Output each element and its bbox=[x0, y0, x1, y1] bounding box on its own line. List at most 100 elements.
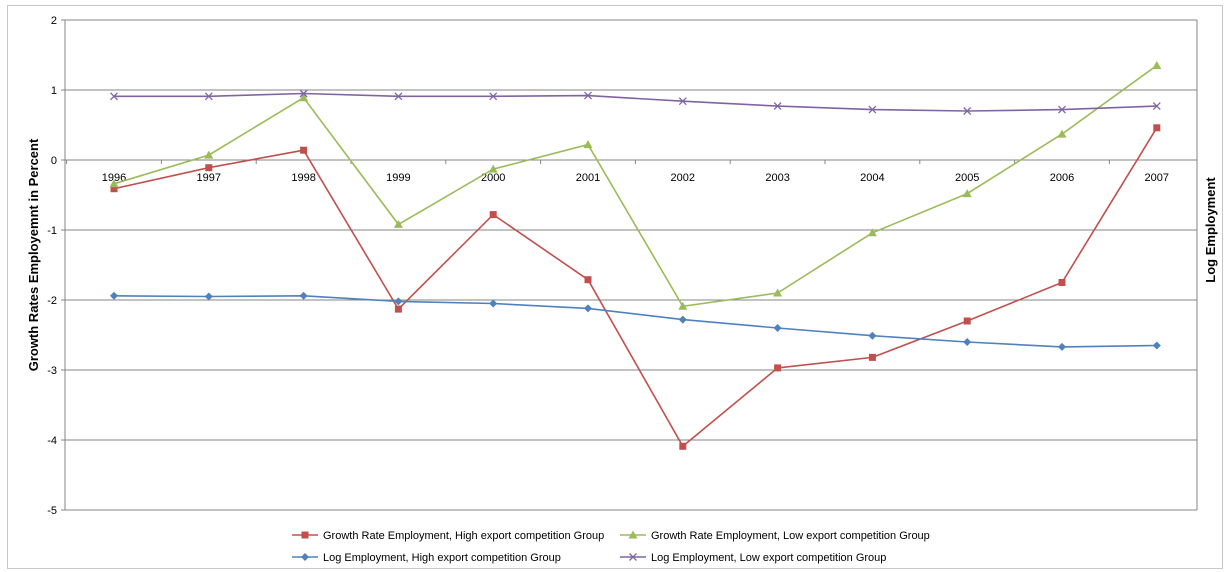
data-point bbox=[1058, 105, 1066, 114]
x-tick-label: 2004 bbox=[860, 172, 884, 184]
x-tick-label: 2001 bbox=[576, 172, 600, 184]
legend-marker bbox=[629, 553, 637, 561]
x-tick-label: 1998 bbox=[291, 172, 315, 184]
data-point bbox=[488, 164, 498, 173]
x-tick-label: 1996 bbox=[102, 172, 126, 184]
x-marker-stroke bbox=[299, 89, 308, 98]
y-tick-label: 0 bbox=[51, 155, 57, 167]
data-point bbox=[204, 150, 214, 159]
data-point bbox=[205, 164, 213, 172]
axes: 2 1 0 -1 -2 -3 -4 -5 1996 1997 1998 1999 2000 2001 200… bbox=[47, 15, 1198, 517]
data-point bbox=[393, 219, 403, 228]
data-point bbox=[867, 228, 877, 237]
y-tick-label: -1 bbox=[47, 225, 57, 237]
gridlines bbox=[65, 19, 1197, 511]
series-line bbox=[113, 294, 1157, 348]
data-point bbox=[678, 301, 688, 310]
data-point bbox=[679, 442, 687, 450]
data-point bbox=[868, 331, 877, 340]
series-2 bbox=[109, 61, 1162, 310]
x-marker-stroke bbox=[868, 105, 877, 114]
legend-marker bbox=[301, 531, 309, 539]
chart-frame bbox=[7, 5, 1223, 569]
data-point bbox=[299, 93, 309, 102]
series-line bbox=[114, 92, 1157, 112]
data-point bbox=[489, 299, 498, 308]
data-point bbox=[489, 92, 498, 101]
x-tick-label: 2003 bbox=[765, 172, 789, 184]
legend: Growth Rate Employment, High export comp… bbox=[292, 530, 930, 564]
data-point bbox=[963, 317, 971, 325]
data-point bbox=[1152, 61, 1162, 69]
y-tick-label: -4 bbox=[47, 435, 57, 447]
x-tick-label: 2006 bbox=[1050, 172, 1074, 184]
legend-item: Growth Rate Employment, Low export compe… bbox=[620, 530, 930, 542]
x-marker-stroke bbox=[1152, 102, 1161, 111]
data-point bbox=[868, 353, 876, 361]
data-point bbox=[394, 92, 403, 101]
y-tick-label: 1 bbox=[51, 85, 57, 97]
x-marker-stroke bbox=[394, 92, 403, 101]
data-point bbox=[1152, 341, 1161, 350]
secondary-y-axis-title: Log Employment bbox=[1203, 177, 1218, 283]
data-point bbox=[962, 189, 972, 198]
data-point bbox=[678, 97, 687, 106]
x-tick-label: 1997 bbox=[197, 172, 221, 184]
legend-label: Log Employment, High export competition … bbox=[323, 552, 561, 564]
data-point bbox=[299, 89, 308, 98]
data-point bbox=[963, 107, 972, 115]
x-marker-stroke bbox=[963, 107, 972, 115]
data-point bbox=[868, 105, 877, 114]
x-tick-label: 1999 bbox=[386, 172, 410, 184]
data-point bbox=[773, 288, 783, 297]
series-4 bbox=[110, 89, 1161, 115]
x-tick-label: 2002 bbox=[671, 172, 695, 184]
data-point bbox=[774, 364, 782, 372]
data-point bbox=[1058, 342, 1066, 351]
x-marker-stroke bbox=[489, 92, 498, 101]
legend-label: Growth Rate Employment, High export comp… bbox=[323, 530, 604, 542]
data-point bbox=[584, 91, 592, 100]
series-line bbox=[113, 127, 1158, 448]
series-3 bbox=[110, 291, 1161, 351]
x-marker-stroke bbox=[204, 92, 213, 101]
data-point bbox=[109, 179, 119, 188]
legend-marker bbox=[301, 553, 309, 561]
series-line bbox=[113, 64, 1158, 308]
x-marker-stroke bbox=[110, 92, 118, 101]
data-point bbox=[1058, 279, 1066, 286]
data-point bbox=[394, 305, 402, 313]
x-tick-label: 2005 bbox=[955, 172, 979, 184]
y-tick-label: -2 bbox=[47, 295, 57, 307]
data-point bbox=[583, 140, 593, 149]
data-point bbox=[584, 304, 592, 313]
y-tick-label: -3 bbox=[47, 365, 57, 377]
data-point bbox=[584, 276, 592, 284]
series-group bbox=[109, 61, 1162, 450]
data-point bbox=[1153, 124, 1161, 132]
legend-item: Log Employment, High export competition … bbox=[292, 552, 561, 564]
legend-item: Log Employment, Low export competition G… bbox=[620, 552, 886, 564]
x-tick-label: 2000 bbox=[481, 172, 505, 184]
series-1 bbox=[110, 124, 1161, 450]
x-tick-label: 2007 bbox=[1145, 172, 1169, 184]
data-point bbox=[110, 185, 118, 193]
data-point bbox=[489, 211, 497, 219]
data-point bbox=[1057, 129, 1067, 138]
legend-item: Growth Rate Employment, High export comp… bbox=[292, 530, 604, 542]
x-marker-stroke bbox=[629, 553, 637, 561]
data-point bbox=[773, 324, 782, 332]
x-marker-stroke bbox=[773, 102, 782, 111]
x-marker-stroke bbox=[1058, 105, 1066, 114]
y-tick-label: -5 bbox=[47, 505, 57, 517]
data-point bbox=[963, 338, 972, 346]
data-point bbox=[678, 315, 687, 324]
legend-marker bbox=[628, 530, 638, 539]
data-point bbox=[110, 291, 118, 300]
y-axis-title: Growth Rates Employemnt in Percent bbox=[26, 138, 41, 371]
x-marker-stroke bbox=[678, 97, 687, 106]
data-point bbox=[110, 92, 118, 101]
data-point bbox=[773, 102, 782, 111]
x-marker-stroke bbox=[584, 91, 592, 100]
